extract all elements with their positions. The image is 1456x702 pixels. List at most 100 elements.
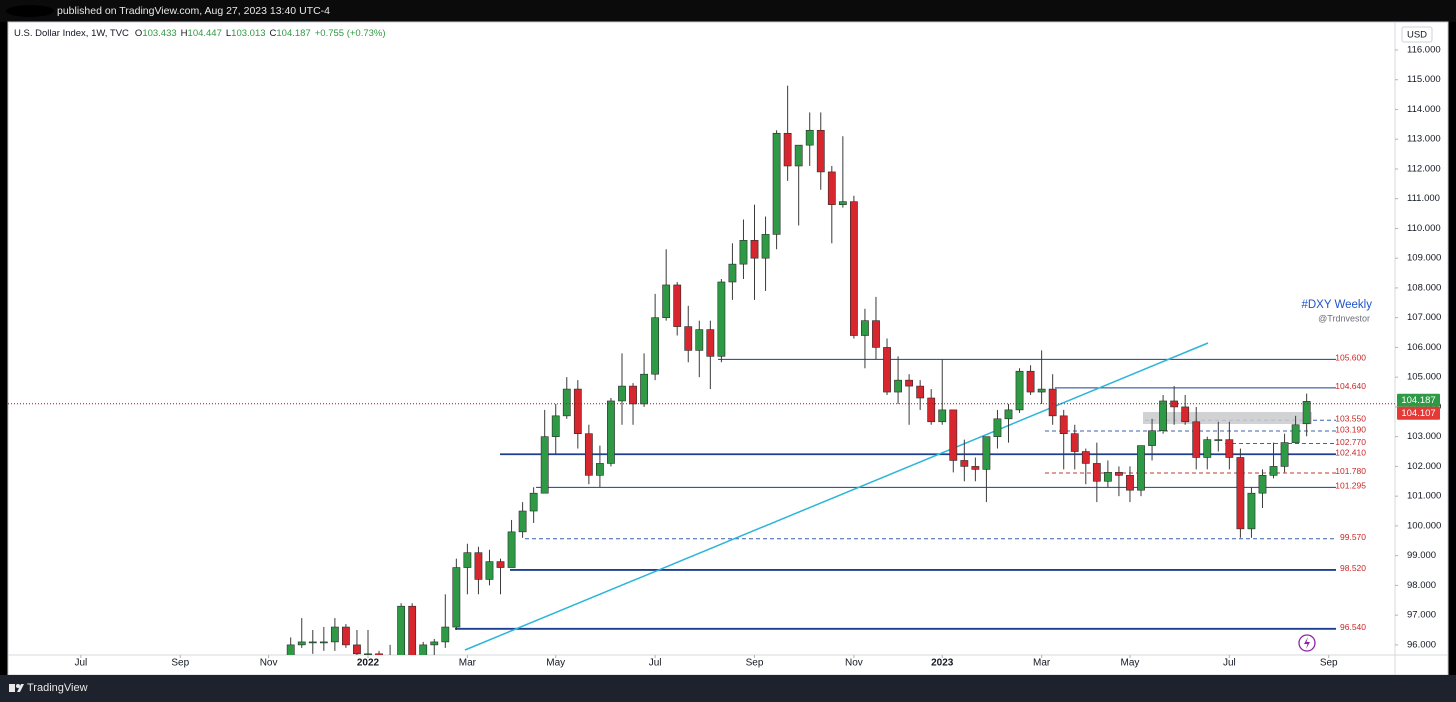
candle-body (330, 626, 339, 643)
candle-body (452, 567, 461, 628)
level-label: 104.640 (1335, 381, 1366, 391)
candle-body (1148, 430, 1156, 446)
candle-body (916, 385, 925, 399)
x-tick-label: Nov (260, 658, 278, 669)
candle-body (1126, 475, 1134, 491)
candle-body (485, 561, 494, 580)
x-tick-label: Sep (746, 658, 764, 669)
candle-body (927, 397, 936, 423)
symbol-legend: U.S. Dollar Index, 1W, TVC O103.433 H104.4… (14, 28, 386, 39)
candles (286, 85, 1311, 655)
candle-body (618, 385, 626, 402)
candle-body (982, 436, 991, 470)
candle-body (706, 329, 715, 357)
chart-pane (7, 21, 1449, 676)
x-tick-label: 2023 (931, 658, 954, 669)
redacted-author (6, 5, 54, 17)
price-label: 104.187 (1401, 395, 1435, 406)
candle-body (1048, 388, 1057, 417)
candle-body (1137, 445, 1145, 491)
level-label: 105.600 (1335, 353, 1366, 363)
candle-body (1269, 466, 1278, 476)
legend-key: L (226, 28, 231, 39)
legend-value: 103.013 (231, 28, 265, 39)
candle-body (1081, 451, 1090, 464)
x-tick-label: Mar (459, 658, 477, 669)
price-label-box (1397, 393, 1440, 407)
candle-body (673, 284, 682, 327)
x-tick-label: Sep (1320, 658, 1338, 669)
candle-body (319, 641, 328, 644)
level-label: 103.550 (1335, 414, 1366, 424)
candle-body (375, 653, 383, 655)
x-tick-label: 2022 (357, 658, 380, 669)
candle-body (1203, 439, 1212, 458)
candle-body (971, 466, 980, 470)
price-label-box (1397, 406, 1440, 420)
candle-body (816, 129, 825, 173)
level-label: 101.780 (1335, 466, 1366, 476)
plot-area (8, 85, 1395, 655)
candle-body (584, 433, 593, 476)
candle-body (430, 641, 439, 646)
candle-body (728, 263, 737, 283)
candle-body (308, 641, 317, 644)
candle-body (1192, 421, 1201, 458)
y-tick-label: 107.000 (1407, 312, 1441, 323)
x-tick-label: Jul (1223, 658, 1236, 669)
currency-box (1401, 26, 1433, 43)
candle-body (629, 385, 637, 405)
y-tick-label: 96.000 (1407, 639, 1436, 650)
candle-body (607, 400, 615, 464)
candle-body (364, 653, 372, 655)
candle-body (1280, 442, 1289, 467)
x-tick-label: Nov (845, 658, 863, 669)
candle-body (596, 463, 604, 476)
currency-label: USD (1407, 30, 1427, 41)
candle-body (883, 347, 891, 393)
candle-body (717, 281, 726, 357)
candle-body (794, 144, 803, 167)
x-tick-label: May (546, 658, 565, 669)
level-label: 102.770 (1335, 437, 1366, 447)
candle-body (651, 317, 660, 375)
candle-body (750, 240, 759, 259)
candle-body (342, 626, 350, 646)
candle-body (1037, 388, 1046, 393)
candle-body (838, 201, 847, 205)
candle-body (463, 552, 472, 568)
x-tick-label: Jul (74, 658, 87, 669)
y-tick-label: 116.000 (1407, 44, 1441, 55)
candle-body (1159, 400, 1167, 432)
y-tick-label: 111.000 (1407, 193, 1440, 204)
candle-body (1103, 472, 1112, 482)
candle-body (1115, 472, 1123, 476)
candle-body (496, 561, 505, 568)
y-tick-label: 109.000 (1407, 253, 1441, 264)
alert-icon-bolt (1304, 637, 1310, 649)
top-bar (0, 0, 1456, 22)
y-tick-label: 114.000 (1407, 104, 1441, 115)
candle-body (894, 379, 902, 393)
candle-body (573, 388, 582, 434)
y-tick-label: 113.000 (1407, 134, 1441, 145)
candle-body (739, 240, 748, 265)
x-tick-label: Mar (1033, 658, 1051, 669)
candle-body (1291, 424, 1300, 443)
candle-body (949, 409, 958, 461)
candle-body (540, 436, 549, 494)
candle-body (662, 284, 671, 318)
legend-value: 104.447 (188, 28, 222, 39)
candle-body (551, 415, 560, 437)
published-text: published on TradingView.com, Aug 27, 20… (57, 5, 330, 17)
candle-body (1059, 415, 1068, 434)
alert-icon[interactable] (1298, 634, 1316, 652)
x-tick-label: Sep (171, 658, 189, 669)
y-tick-label: 101.000 (1407, 491, 1441, 502)
candle-body (695, 329, 704, 351)
candle-body (1236, 457, 1245, 530)
y-tick-label: 115.000 (1407, 74, 1441, 85)
annotation-title: #DXY Weekly (1301, 299, 1372, 311)
candle-body (938, 409, 947, 423)
